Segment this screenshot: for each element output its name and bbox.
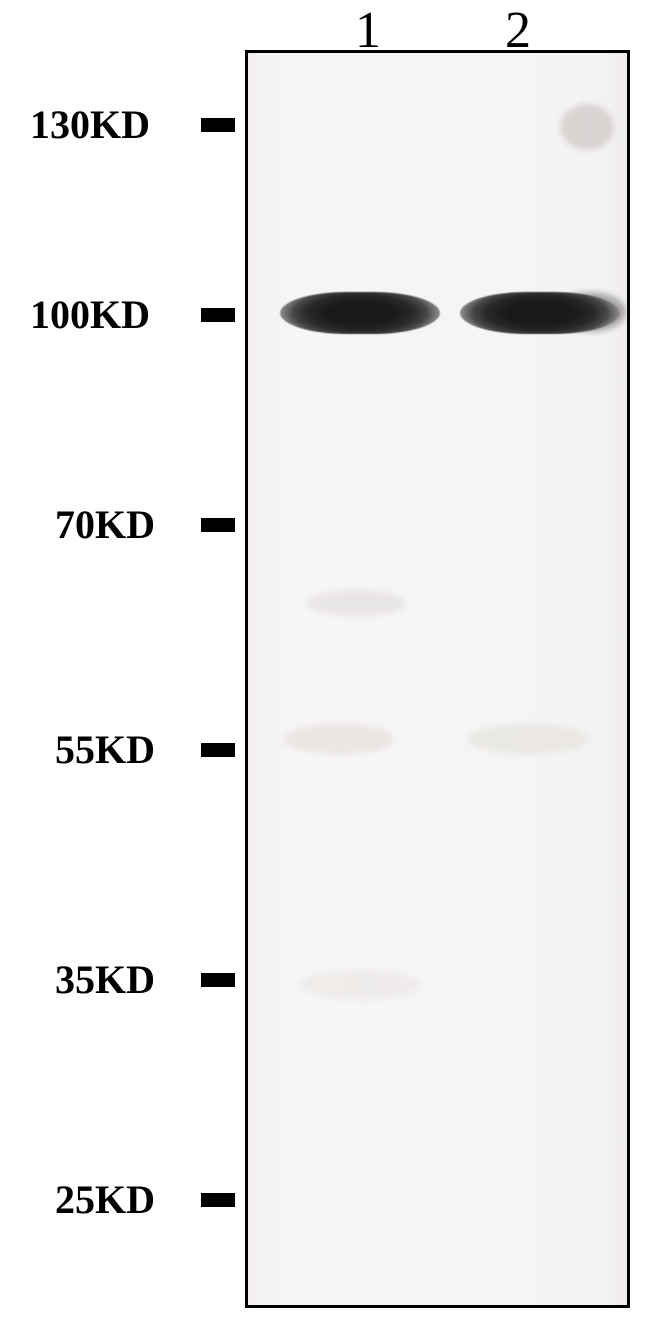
marker-label-70kd: 70KD (55, 501, 155, 548)
band-lane-2 (460, 292, 620, 334)
blot-smudge (306, 590, 406, 616)
marker-tick-130kd (201, 118, 235, 132)
marker-label-100kd: 100KD (30, 291, 150, 338)
blot-membrane (245, 50, 630, 1308)
lane-label-2: 2 (505, 1, 531, 60)
marker-label-55kd: 55KD (55, 726, 155, 773)
blot-smudge (300, 970, 420, 1000)
marker-label-130kd: 130KD (30, 101, 150, 148)
marker-tick-100kd (201, 308, 235, 322)
lane-label-1: 1 (355, 1, 381, 60)
band-lane-1 (280, 292, 440, 334)
marker-tick-25kd (201, 1193, 235, 1207)
blot-smudge (468, 724, 588, 754)
marker-label-35kd: 35KD (55, 956, 155, 1003)
marker-tick-70kd (201, 518, 235, 532)
marker-tick-55kd (201, 743, 235, 757)
marker-label-25kd: 25KD (55, 1176, 155, 1223)
blot-smudge (284, 724, 394, 754)
blot-smudge (560, 104, 614, 150)
marker-tick-35kd (201, 973, 235, 987)
western-blot-figure: 1 2 130KD 100KD 70KD 55KD 35KD 25KD (0, 0, 650, 1338)
